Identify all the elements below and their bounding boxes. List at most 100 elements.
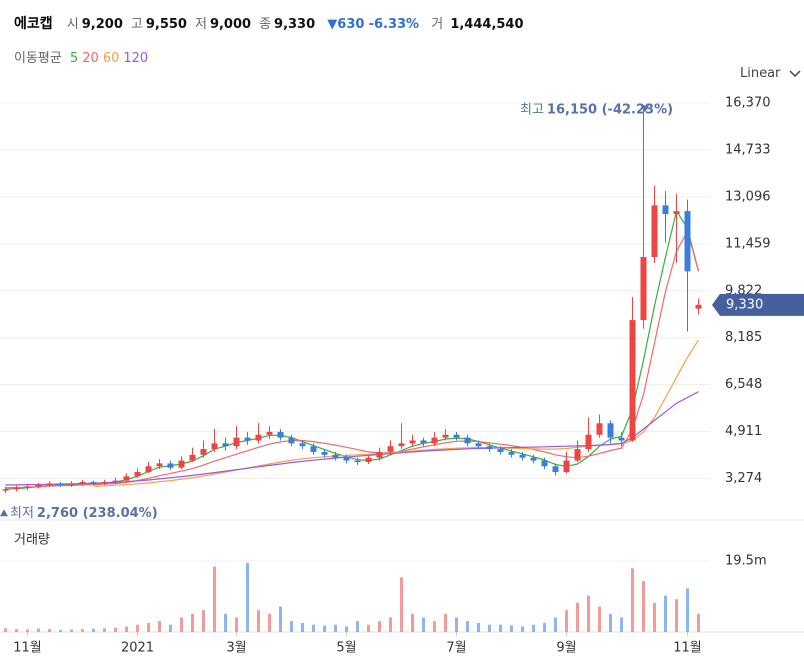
candle-body bbox=[387, 446, 394, 452]
y-tick-label: 8,185 bbox=[725, 330, 762, 345]
volume-bar bbox=[598, 606, 601, 632]
volume-bar bbox=[554, 617, 557, 632]
volume-bar bbox=[158, 621, 161, 632]
candle-body bbox=[101, 482, 108, 484]
candle-body bbox=[596, 423, 603, 435]
candle-body bbox=[134, 472, 141, 477]
volume-bar bbox=[433, 621, 436, 632]
candle-body bbox=[178, 460, 185, 468]
volume-bar bbox=[59, 629, 62, 632]
scale-label: Linear bbox=[740, 66, 781, 81]
x-tick-label: 3월 bbox=[226, 641, 246, 656]
volume-bar bbox=[301, 622, 304, 632]
volume-bar bbox=[620, 617, 623, 632]
volume-title: 거래량 bbox=[14, 533, 50, 548]
volume-bar bbox=[697, 613, 700, 632]
change-pct: -6.33% bbox=[368, 17, 420, 32]
legend-entry: 60 bbox=[102, 51, 120, 66]
volume-bar bbox=[378, 621, 381, 632]
quote-label: 시 bbox=[66, 17, 79, 32]
volume-bar bbox=[48, 629, 51, 632]
candle-body bbox=[156, 463, 163, 467]
candle-body bbox=[266, 431, 273, 435]
candle-body bbox=[2, 489, 9, 491]
volume-bar bbox=[444, 613, 447, 632]
volume-bar bbox=[4, 628, 7, 632]
volume-bar bbox=[675, 599, 678, 632]
candle-body bbox=[24, 486, 31, 488]
candle-body bbox=[442, 434, 449, 438]
candle-body bbox=[651, 205, 658, 257]
candle-body bbox=[453, 434, 460, 438]
candle-body bbox=[277, 431, 284, 438]
volume-bar bbox=[565, 610, 568, 632]
candle-body bbox=[222, 443, 229, 447]
volume-bar bbox=[466, 621, 469, 632]
candle-body bbox=[68, 483, 75, 485]
candle-body bbox=[13, 487, 20, 490]
x-tick-label: 2021 bbox=[121, 641, 154, 656]
price-tag bbox=[712, 293, 804, 316]
candle-body bbox=[332, 454, 339, 458]
scale-dropdown[interactable]: Linear bbox=[740, 66, 801, 81]
volume-bar bbox=[125, 626, 128, 632]
quote-header: 에코캡 시 9,200 고 9,550 저 9,000 종 9,330 ▼630 -6.33%… bbox=[14, 13, 532, 33]
candle-body bbox=[79, 482, 86, 484]
quote-value: 9,550 bbox=[145, 17, 187, 32]
candle-body bbox=[200, 449, 207, 455]
candle-body bbox=[365, 457, 372, 462]
dropdown-icon bbox=[789, 69, 801, 77]
volume-bar bbox=[510, 625, 513, 632]
candle-body bbox=[211, 443, 218, 450]
candle-body bbox=[464, 437, 471, 444]
candle-body bbox=[288, 437, 295, 444]
volume-bar bbox=[268, 613, 271, 632]
candle-body bbox=[563, 460, 570, 472]
volume-bar bbox=[664, 595, 667, 632]
x-tick-label: 11월 bbox=[673, 641, 702, 656]
candle-body bbox=[189, 454, 196, 461]
y-tick-label: 13,096 bbox=[725, 189, 771, 204]
volume-bar bbox=[180, 617, 183, 632]
volume-bar bbox=[224, 613, 227, 632]
x-tick-label: 5월 bbox=[336, 641, 356, 656]
volume-bar bbox=[213, 566, 216, 632]
volume-bar bbox=[345, 626, 348, 632]
quote-label: 고 bbox=[130, 17, 143, 32]
legend-entry: 20 bbox=[82, 51, 99, 66]
quote-label: 저 bbox=[194, 17, 207, 32]
volume-bar bbox=[334, 624, 337, 632]
candle-body bbox=[486, 446, 493, 450]
candle-body bbox=[508, 451, 515, 455]
volume-bar bbox=[609, 613, 612, 632]
volume-bar bbox=[191, 613, 194, 632]
candle-body bbox=[343, 457, 350, 461]
volume-bar bbox=[103, 628, 106, 632]
volume-bar bbox=[312, 624, 315, 632]
candle-body bbox=[299, 443, 306, 447]
y-tick-label: 19.5m bbox=[725, 554, 767, 569]
candle-body bbox=[541, 460, 548, 467]
volume-bar bbox=[114, 627, 117, 632]
y-tick-label: 4,911 bbox=[725, 424, 762, 439]
candle-body bbox=[695, 304, 702, 309]
x-tick-label: 11월 bbox=[13, 641, 42, 656]
ma-line bbox=[5, 391, 699, 486]
candle-body bbox=[46, 483, 53, 485]
candle-body bbox=[112, 480, 119, 483]
quote-value: 9,330 bbox=[274, 17, 316, 32]
volume-bar bbox=[147, 622, 150, 632]
candle-body bbox=[574, 449, 581, 461]
candle-body bbox=[398, 443, 405, 447]
candle-body bbox=[145, 466, 152, 472]
volume-bar bbox=[169, 624, 172, 632]
candle-body bbox=[409, 440, 416, 444]
x-tick-label: 7월 bbox=[446, 641, 466, 656]
y-tick-label: 3,274 bbox=[725, 471, 762, 486]
volume-bar bbox=[411, 613, 414, 632]
volume-bar bbox=[455, 617, 458, 632]
candle-body bbox=[57, 483, 64, 485]
volume-bar bbox=[290, 621, 293, 632]
